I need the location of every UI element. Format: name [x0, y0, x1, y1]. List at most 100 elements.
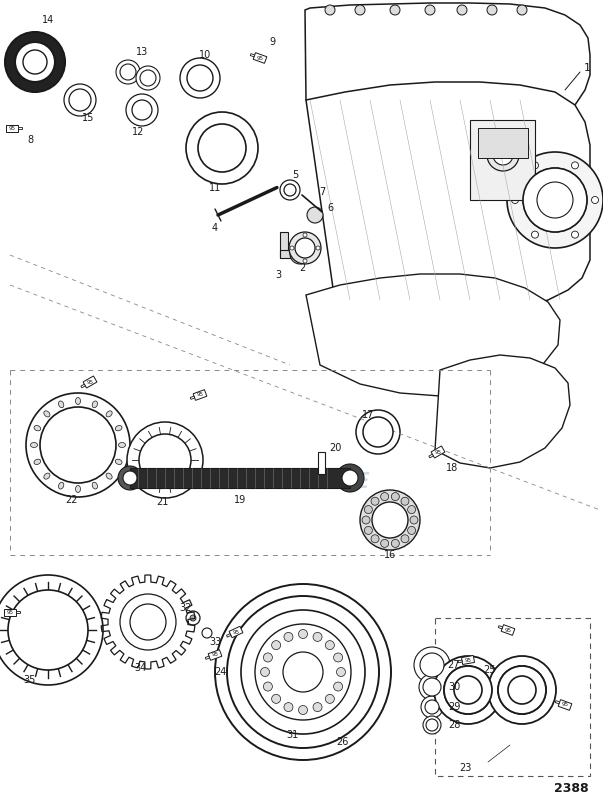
Circle shape — [410, 516, 418, 524]
Circle shape — [493, 145, 513, 165]
Text: 31: 31 — [286, 730, 298, 740]
Circle shape — [454, 676, 482, 704]
Polygon shape — [555, 701, 560, 704]
Bar — [478, 128, 528, 158]
Ellipse shape — [58, 482, 64, 489]
Circle shape — [517, 5, 527, 15]
Text: 95: 95 — [212, 653, 218, 658]
Circle shape — [378, 508, 402, 532]
Bar — [470, 120, 535, 200]
Circle shape — [264, 682, 273, 691]
Circle shape — [120, 594, 176, 650]
Polygon shape — [16, 611, 20, 613]
Circle shape — [130, 604, 166, 640]
Circle shape — [241, 610, 365, 734]
Ellipse shape — [44, 411, 50, 417]
Circle shape — [307, 207, 323, 223]
Ellipse shape — [31, 442, 37, 447]
Text: 22: 22 — [66, 495, 78, 505]
Circle shape — [371, 498, 379, 506]
Circle shape — [313, 632, 322, 642]
Circle shape — [362, 516, 370, 524]
Circle shape — [401, 498, 409, 506]
Circle shape — [511, 197, 519, 203]
Ellipse shape — [34, 426, 41, 431]
Text: 6: 6 — [327, 203, 333, 213]
Circle shape — [8, 590, 88, 670]
Text: 11: 11 — [209, 183, 221, 193]
Polygon shape — [4, 609, 16, 615]
Polygon shape — [429, 454, 434, 458]
Text: 95: 95 — [86, 379, 93, 385]
Text: 23: 23 — [459, 763, 471, 773]
Polygon shape — [81, 384, 85, 388]
Circle shape — [140, 70, 156, 86]
Text: 95: 95 — [256, 55, 264, 61]
Text: 26: 26 — [336, 737, 348, 747]
Text: 4: 4 — [212, 223, 218, 233]
Circle shape — [408, 526, 415, 534]
Text: 21: 21 — [156, 497, 168, 507]
Text: 95: 95 — [8, 126, 16, 130]
Text: 28: 28 — [448, 720, 460, 730]
Ellipse shape — [106, 473, 112, 479]
Ellipse shape — [92, 482, 98, 489]
Polygon shape — [435, 355, 570, 468]
Circle shape — [420, 653, 444, 677]
Circle shape — [425, 700, 439, 714]
Text: 9: 9 — [269, 37, 275, 47]
Circle shape — [336, 667, 346, 677]
Circle shape — [264, 653, 273, 662]
Ellipse shape — [75, 398, 80, 405]
Circle shape — [271, 694, 280, 703]
Text: 2: 2 — [299, 263, 305, 273]
Text: 29: 29 — [448, 702, 460, 712]
Circle shape — [290, 244, 310, 264]
Ellipse shape — [44, 473, 50, 479]
Polygon shape — [191, 396, 195, 399]
Polygon shape — [306, 274, 560, 396]
Text: 15: 15 — [82, 113, 94, 123]
Text: 27: 27 — [448, 660, 460, 670]
Circle shape — [326, 641, 335, 650]
Polygon shape — [431, 446, 445, 458]
Polygon shape — [305, 3, 590, 138]
Circle shape — [325, 5, 335, 15]
Text: 17: 17 — [362, 410, 374, 420]
Circle shape — [123, 471, 137, 485]
Text: 95: 95 — [7, 610, 13, 614]
Polygon shape — [83, 376, 97, 388]
Text: 1: 1 — [584, 63, 590, 73]
Text: 95: 95 — [505, 627, 511, 633]
Circle shape — [284, 184, 296, 196]
Circle shape — [371, 534, 379, 542]
Ellipse shape — [58, 401, 64, 408]
Text: 5: 5 — [292, 170, 298, 180]
Text: 12: 12 — [132, 127, 144, 137]
Text: 7: 7 — [319, 187, 325, 197]
Circle shape — [227, 596, 379, 748]
Circle shape — [69, 89, 91, 111]
Text: 95: 95 — [435, 450, 441, 454]
Polygon shape — [208, 650, 222, 660]
Circle shape — [215, 584, 391, 760]
Circle shape — [380, 539, 389, 547]
Circle shape — [26, 393, 130, 497]
Text: 95: 95 — [197, 393, 203, 398]
Circle shape — [426, 719, 438, 731]
Circle shape — [15, 42, 55, 82]
Circle shape — [326, 694, 335, 703]
Circle shape — [5, 32, 65, 92]
Circle shape — [508, 676, 536, 704]
Circle shape — [333, 653, 343, 662]
Circle shape — [444, 666, 492, 714]
Circle shape — [283, 652, 323, 692]
Bar — [280, 250, 302, 258]
Polygon shape — [458, 660, 463, 662]
Circle shape — [592, 197, 599, 203]
Circle shape — [523, 168, 587, 232]
Bar — [435, 618, 590, 776]
Circle shape — [316, 246, 320, 250]
Circle shape — [355, 5, 365, 15]
Circle shape — [284, 702, 293, 712]
